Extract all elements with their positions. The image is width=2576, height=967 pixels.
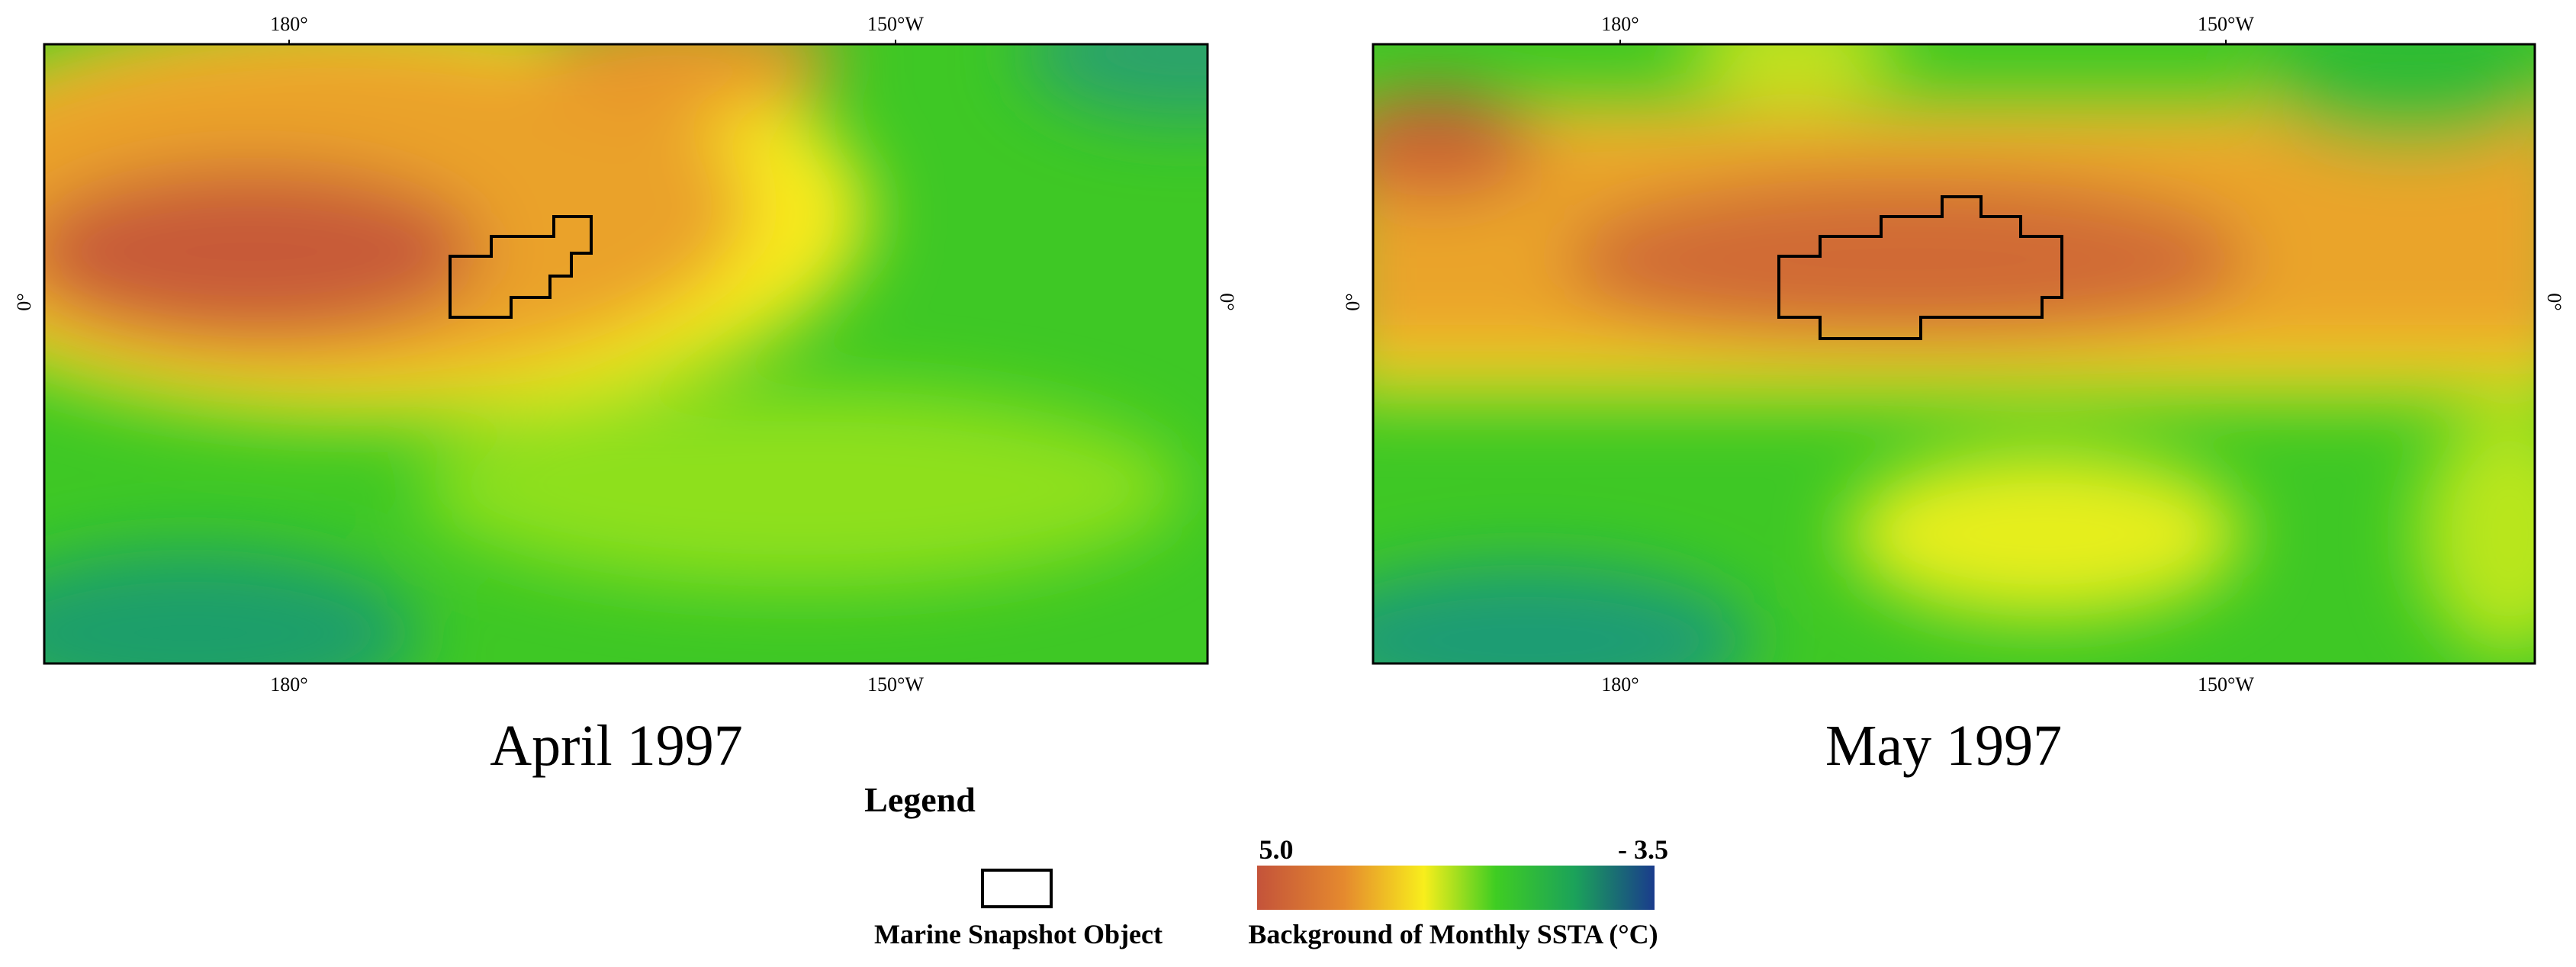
left-tick-label: 0°: [1342, 293, 1364, 310]
right-tick-label: 0°: [1216, 293, 1238, 310]
legend-title: Legend: [864, 780, 976, 819]
snapshot-object: [449, 215, 593, 319]
panel-title: April 1997: [490, 714, 742, 778]
sst-map-april: [44, 44, 1208, 663]
panel-title: May 1997: [1825, 714, 2062, 778]
bottom-tick-label: 180°: [270, 673, 307, 696]
colorbar: [1257, 866, 1655, 910]
top-tick-label: 180°: [270, 13, 307, 35]
snapshot-object: [1777, 195, 2063, 340]
colorbar-max: 5.0: [1259, 834, 1294, 865]
left-tick-label: 0°: [13, 293, 35, 310]
legend-object-label: Marine Snapshot Object: [874, 919, 1163, 949]
colorbar-min: - 3.5: [1618, 834, 1668, 865]
colorbar-label: Background of Monthly SSTA (°C): [1248, 919, 1658, 949]
sst-map-may: [1373, 44, 2535, 663]
map-frame: [1372, 43, 2536, 665]
bottom-tick-label: 150°W: [2198, 673, 2254, 696]
top-tick-label: 180°: [1601, 13, 1639, 35]
bottom-tick-label: 150°W: [867, 673, 924, 696]
bottom-tick-label: 180°: [1601, 673, 1639, 696]
top-tick-label: 150°W: [2198, 13, 2254, 35]
legend-object-swatch: [981, 869, 1053, 908]
top-tick-label: 150°W: [867, 13, 924, 35]
map-frame: [43, 43, 1209, 665]
right-tick-label: 0°: [2543, 293, 2565, 310]
